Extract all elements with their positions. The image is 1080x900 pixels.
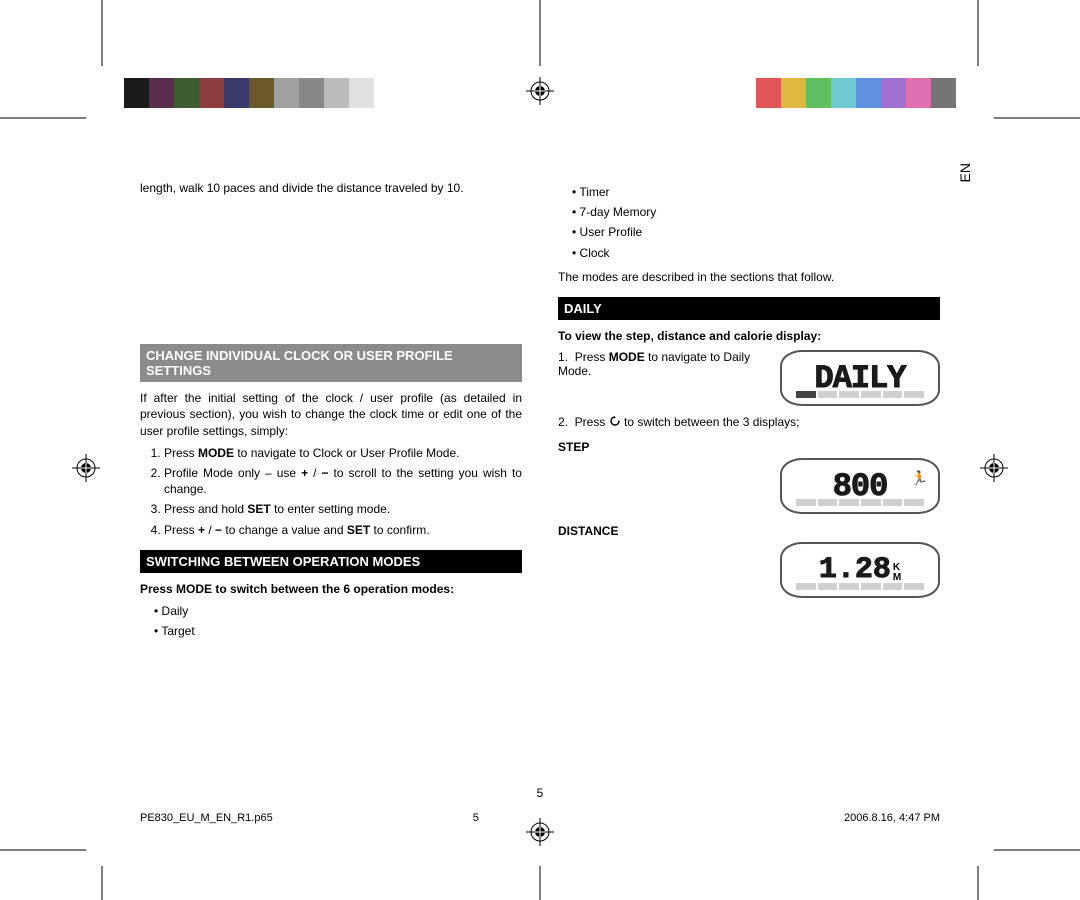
heading-daily: DAILY (558, 297, 940, 320)
modes-followup: The modes are described in the sections … (558, 269, 940, 285)
text: M (893, 573, 901, 583)
lcd-distance: 1.28 K M (780, 542, 940, 598)
colorbar (124, 78, 956, 108)
switching-intro: Press MODE to switch between the 6 opera… (140, 581, 522, 597)
modes-list-right: Timer 7-day Memory User Profile Clock (558, 184, 940, 261)
list-item: Clock (572, 245, 940, 261)
change-settings-intro: If after the initial setting of the cloc… (140, 390, 522, 439)
lcd-step: 800 🏃 (780, 458, 940, 514)
daily-step2: 2. Press to switch between the 3 display… (558, 414, 940, 430)
language-tab: EN (957, 163, 973, 182)
daily-step1: 1. Press MODE to navigate to Daily Mode. (558, 350, 770, 378)
list-item: Daily (154, 603, 522, 619)
list-item: Profile Mode only – use + / − to scroll … (164, 465, 522, 497)
cycle-icon (609, 416, 621, 428)
list-item: Press MODE to navigate to Clock or User … (164, 445, 522, 461)
runner-icon: 🏃 (911, 470, 928, 487)
footer-timestamp: 2006.8.16, 4:47 PM (844, 812, 940, 824)
list-item: Press + / − to change a value and SET to… (164, 522, 522, 538)
text: Press (575, 350, 609, 364)
page-number: 5 (140, 786, 940, 800)
lcd-unit: K M (893, 563, 901, 583)
lcd-daily: DAILY (780, 350, 940, 406)
footer-file: PE830_EU_M_EN_R1.p65 (140, 812, 273, 824)
label-distance: DISTANCE (558, 524, 940, 538)
heading-switching-modes: SWITCHING BETWEEN OPERATION MODES (140, 550, 522, 573)
modes-list-left: Daily Target (140, 603, 522, 639)
label-step: STEP (558, 440, 940, 454)
list-item: User Profile (572, 224, 940, 240)
list-item: Timer (572, 184, 940, 200)
footer-page: 5 (473, 812, 479, 824)
page-content: length, walk 10 paces and divide the dis… (140, 180, 940, 800)
lcd-text: 1.28 (819, 553, 891, 587)
text: MODE (609, 350, 645, 364)
list-item: Press and hold SET to enter setting mode… (164, 501, 522, 517)
right-column: Timer 7-day Memory User Profile Clock Th… (558, 180, 940, 800)
registration-mark-icon (72, 454, 100, 482)
heading-change-settings: CHANGE INDIVIDUAL CLOCK OR USER PROFILE … (140, 344, 522, 382)
footer: PE830_EU_M_EN_R1.p65 5 2006.8.16, 4:47 P… (140, 812, 940, 824)
list-item: 7-day Memory (572, 204, 940, 220)
daily-sub: To view the step, distance and calorie d… (558, 328, 940, 344)
list-item: Target (154, 623, 522, 639)
registration-mark-icon (980, 454, 1008, 482)
change-settings-steps: Press MODE to navigate to Clock or User … (140, 445, 522, 538)
intro-tail: length, walk 10 paces and divide the dis… (140, 180, 522, 196)
left-column: length, walk 10 paces and divide the dis… (140, 180, 522, 800)
